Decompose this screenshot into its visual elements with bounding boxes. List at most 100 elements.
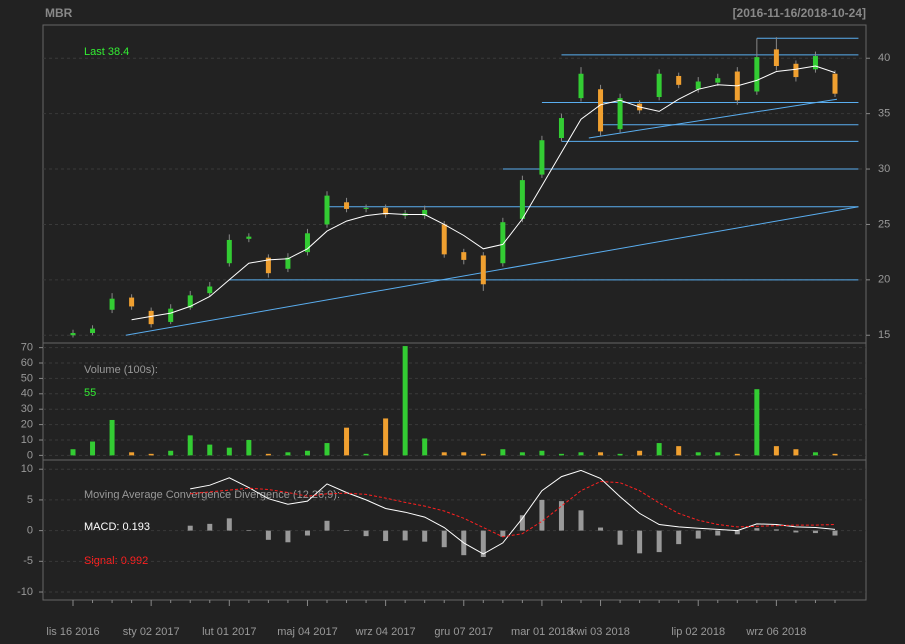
volume-bar bbox=[754, 389, 760, 456]
candle-body bbox=[304, 233, 310, 253]
macd-histogram-bar bbox=[558, 501, 564, 531]
candle-body bbox=[695, 81, 701, 90]
candle-body bbox=[617, 98, 623, 130]
volume-bar bbox=[90, 441, 96, 456]
macd-histogram-bar bbox=[734, 530, 740, 535]
macd-histogram-bar bbox=[422, 530, 428, 542]
volume-bar bbox=[676, 446, 682, 456]
volume-bar bbox=[70, 449, 76, 456]
volume-bar bbox=[363, 453, 369, 456]
volume-bar bbox=[383, 418, 389, 456]
x-tick-label: maj 04 2017 bbox=[277, 626, 338, 638]
volume-bar bbox=[715, 452, 721, 456]
y-tick-label: 5 bbox=[27, 494, 33, 506]
macd-histogram-bar bbox=[754, 528, 760, 531]
x-tick-label: lip 02 2018 bbox=[671, 626, 725, 638]
macd-histogram-bar bbox=[402, 530, 408, 541]
candle-body bbox=[422, 210, 428, 216]
macd-histogram-bar bbox=[793, 530, 799, 533]
volume-bar bbox=[656, 443, 662, 456]
macd-histogram-bar bbox=[246, 530, 252, 531]
candle-body bbox=[383, 207, 389, 215]
macd-histogram-bar bbox=[695, 530, 701, 539]
macd-histogram-bar bbox=[500, 530, 506, 537]
moving-average-line bbox=[131, 65, 836, 321]
candle-body bbox=[324, 195, 330, 225]
candle-body bbox=[773, 49, 779, 66]
candle-body bbox=[187, 295, 193, 308]
volume-bar bbox=[304, 450, 310, 456]
y-tick-label: 20 bbox=[878, 274, 890, 286]
macd-histogram-bar bbox=[304, 530, 310, 536]
y-tick-label: -5 bbox=[23, 555, 33, 567]
candle-body bbox=[168, 308, 174, 322]
macd-histogram-bar bbox=[344, 530, 350, 531]
y-tick-label: 30 bbox=[878, 163, 890, 175]
y-tick-label: 15 bbox=[878, 329, 890, 341]
macd-histogram-bar bbox=[441, 530, 447, 548]
candle-body bbox=[832, 73, 838, 94]
macd-histogram-bar bbox=[226, 518, 232, 531]
candle-body bbox=[519, 180, 525, 219]
candle-body bbox=[70, 333, 76, 336]
x-tick-label: sty 02 2017 bbox=[123, 626, 180, 638]
volume-bar bbox=[558, 453, 564, 456]
macd-histogram-bar bbox=[715, 530, 721, 536]
candle-body bbox=[676, 75, 682, 85]
volume-bar bbox=[246, 439, 252, 456]
volume-bar bbox=[148, 453, 154, 456]
x-tick-label: gru 07 2017 bbox=[434, 626, 493, 638]
y-tick-label: 0 bbox=[27, 449, 33, 461]
candle-body bbox=[539, 140, 545, 175]
macd-histogram-bar bbox=[324, 520, 330, 531]
macd-histogram-bar bbox=[676, 530, 682, 545]
y-tick-label: 35 bbox=[878, 108, 890, 120]
y-tick-label: 0 bbox=[27, 525, 33, 537]
candle-body bbox=[812, 56, 818, 70]
candle-body bbox=[793, 63, 799, 78]
y-tick-label: 60 bbox=[21, 357, 33, 369]
x-tick-label: mar 01 2018 bbox=[511, 626, 573, 638]
macd-line bbox=[190, 469, 836, 555]
candle-body bbox=[129, 297, 135, 307]
price-panel bbox=[42, 24, 867, 344]
volume-bar bbox=[226, 447, 232, 456]
volume-bar bbox=[500, 449, 506, 456]
macd-histogram-bar bbox=[637, 530, 643, 554]
macd-histogram-bar bbox=[773, 529, 779, 531]
volume-bar bbox=[129, 452, 135, 456]
candle-body bbox=[715, 78, 721, 83]
y-tick-label: 50 bbox=[21, 372, 33, 384]
candle-body bbox=[207, 286, 213, 294]
macd-panel bbox=[42, 459, 867, 601]
volume-bar bbox=[734, 453, 740, 456]
volume-bar bbox=[344, 427, 350, 456]
candle-body bbox=[558, 118, 564, 139]
macd-histogram-bar bbox=[519, 515, 525, 531]
macd-histogram-bar bbox=[187, 525, 193, 531]
volume-bar bbox=[187, 435, 193, 456]
candle-body bbox=[285, 257, 291, 269]
volume-bar bbox=[695, 452, 701, 456]
volume-bar bbox=[480, 453, 486, 456]
macd-title: Moving Average Convergence Divergence (1… bbox=[84, 489, 340, 501]
x-tick-label: lut 01 2017 bbox=[202, 626, 256, 638]
signal-line bbox=[190, 480, 836, 538]
volume-bar bbox=[422, 438, 428, 456]
candle-body bbox=[363, 207, 369, 209]
y-tick-label: 25 bbox=[878, 218, 890, 230]
y-tick-label: 10 bbox=[21, 434, 33, 446]
candle-body bbox=[656, 73, 662, 98]
macd-histogram-bar bbox=[363, 530, 369, 537]
macd-histogram-bar bbox=[656, 530, 662, 553]
last-annotation: Last 38.4 bbox=[84, 46, 129, 58]
volume-bar bbox=[461, 452, 467, 456]
candle-body bbox=[754, 57, 760, 92]
candle-body bbox=[500, 222, 506, 264]
volume-bar bbox=[773, 446, 779, 456]
trend-line bbox=[125, 206, 859, 336]
macd-histogram-bar bbox=[832, 530, 838, 536]
volume-bar bbox=[402, 346, 408, 456]
volume-bar bbox=[109, 419, 115, 456]
